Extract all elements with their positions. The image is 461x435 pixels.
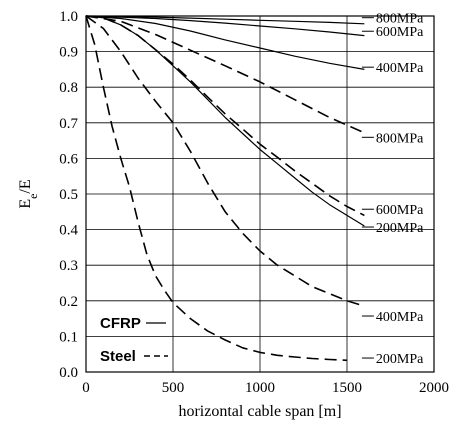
series-line-cfrp-200mpa <box>85 15 365 227</box>
y-tick-label: 0.8 <box>59 80 78 96</box>
series-end-label: 400MPa <box>376 310 424 325</box>
y-tick-label: 0.6 <box>59 151 78 167</box>
series-line-steel-800mpa <box>85 15 365 134</box>
series-end-labels: 800MPa600MPa400MPa800MPa600MPa200MPa400M… <box>361 12 424 367</box>
y-tick-label: 0.5 <box>59 187 78 203</box>
series-line-cfrp-600mpa <box>85 15 365 37</box>
series-line-steel-600mpa <box>85 15 365 217</box>
x-tick-label: 2000 <box>419 380 449 396</box>
series-line-steel-200mpa <box>85 15 348 362</box>
x-tick-label: 1000 <box>245 380 275 396</box>
series-group <box>85 15 365 362</box>
series-line-steel-400mpa <box>85 15 365 307</box>
tick-labels: 0.0 0.1 0.2 0.3 0.4 0.5 0.6 0.7 0.8 0.9 1.0 0 500 100… <box>59 9 449 396</box>
y-tick-label: 0.4 <box>59 223 78 239</box>
y-axis-label-main: E <box>17 199 34 209</box>
x-axis-label: horizontal cable span [m] <box>178 403 341 420</box>
x-tick-label: 500 <box>162 380 185 396</box>
series-end-label: 600MPa <box>376 203 424 218</box>
y-tick-label: 0.1 <box>59 329 78 345</box>
y-axis-label-sub: e <box>26 194 40 199</box>
series-end-label: 800MPa <box>376 12 424 27</box>
plot-frame <box>85 15 435 373</box>
y-tick-label: 0.3 <box>59 258 78 274</box>
x-tick-label: 1500 <box>332 380 362 396</box>
y-tick-label: 0.7 <box>59 116 78 132</box>
y-axis-label-tail: /E <box>17 179 34 193</box>
series-line-cfrp-400mpa <box>85 15 365 70</box>
x-tick-label: 0 <box>82 380 90 396</box>
series-end-label: 400MPa <box>376 61 424 76</box>
series-line-cfrp-800mpa <box>85 15 365 25</box>
legend-label-steel: Steel <box>100 348 136 365</box>
series-end-label: 200MPa <box>376 352 424 367</box>
series-end-label: 200MPa <box>376 221 424 236</box>
y-axis-label: Ee/E <box>17 179 40 208</box>
y-tick-label: 0.2 <box>59 294 78 310</box>
series-end-label: 800MPa <box>376 131 424 146</box>
y-tick-label: 0.0 <box>59 365 78 381</box>
legend-label-cfrp: CFRP <box>100 315 141 332</box>
series-end-label: 600MPa <box>376 25 424 40</box>
y-tick-label: 0.9 <box>59 45 78 61</box>
y-tick-label: 1.0 <box>59 9 78 25</box>
legend: CFRP Steel <box>100 315 168 365</box>
